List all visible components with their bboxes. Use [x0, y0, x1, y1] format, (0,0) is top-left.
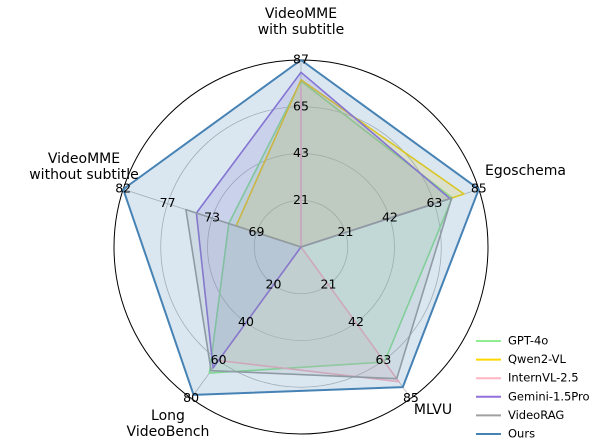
- chart-legend: GPT-4o Qwen2-VL InternVL-2.5 Gemini-1.5Pro V…: [476, 334, 590, 441]
- axis-label-longvideobench: Long VideoBench: [127, 408, 210, 440]
- tick-label-longvideobench-3: 60: [211, 352, 227, 367]
- tick-label-longvideobench-1: 20: [266, 276, 282, 291]
- tick-label-longvideobench-4: 80: [183, 390, 199, 405]
- legend-label-videorag: VideoRAG: [508, 408, 564, 422]
- series-gemini-1-5pro: [195, 71, 451, 369]
- axis-label-videomme_sub: VideoMME with subtitle: [258, 6, 345, 38]
- axis-label-mlvu: MLVU: [414, 402, 452, 418]
- legend-label-gemini-1-5pro: Gemini-1.5Pro: [508, 389, 590, 403]
- tick-label-egoschema-3: 63: [426, 195, 442, 210]
- legend-label-internvl-2-5: InternVL-2.5: [508, 371, 579, 385]
- legend-label-ours: Ours: [508, 427, 535, 441]
- tick-label-longvideobench-2: 40: [238, 314, 254, 329]
- tick-label-videomme_sub-2: 43: [293, 145, 309, 160]
- radar-tick-labels: 21 43 65 87 21 42 63 85 21 42 63 85 20 40 60 80 69 73 77 82: [115, 52, 487, 405]
- tick-label-videomme_nosub-1: 69: [249, 224, 265, 239]
- tick-label-videomme_sub-4: 87: [293, 52, 309, 67]
- radar-axis-labels: VideoMME with subtitle Egoschema MLVU Long Vi…: [29, 6, 566, 440]
- radar-series: [122, 59, 480, 396]
- series-videorag: [185, 197, 453, 380]
- axis-label-videomme_nosub: VideoMME without subtitle: [29, 151, 139, 183]
- tick-label-mlvu-3: 63: [375, 352, 391, 367]
- axis-label-egoschema: Egoschema: [485, 163, 566, 179]
- series-ours: [122, 59, 480, 396]
- tick-label-mlvu-4: 85: [403, 390, 419, 405]
- tick-label-egoschema-2: 42: [382, 210, 398, 225]
- legend-label-gpt-4o: GPT-4o: [508, 334, 548, 348]
- tick-label-egoschema-4: 85: [471, 181, 487, 196]
- tick-label-videomme_sub-3: 65: [293, 98, 309, 113]
- tick-label-videomme_nosub-4: 82: [115, 181, 131, 196]
- tick-label-videomme_nosub-3: 77: [160, 195, 176, 210]
- tick-label-videomme_nosub-2: 73: [204, 210, 220, 225]
- tick-label-videomme_sub-1: 21: [293, 192, 309, 207]
- tick-label-mlvu-1: 21: [321, 276, 337, 291]
- legend-label-qwen2-vl: Qwen2-VL: [508, 352, 566, 366]
- tick-label-egoschema-1: 21: [338, 224, 354, 239]
- series-internvl-2-5: [217, 87, 400, 383]
- tick-label-mlvu-2: 42: [348, 314, 364, 329]
